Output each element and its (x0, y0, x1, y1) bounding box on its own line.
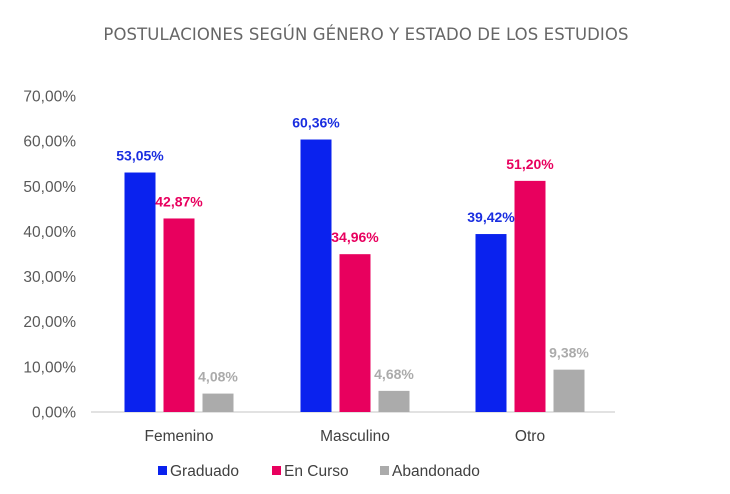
bar-en-curso-masculino (339, 254, 371, 412)
bars: 53,05% 42,87% 4,08% 60,36% 34,96% 4,68% 39,42%… (116, 115, 589, 413)
data-label: 53,05% (116, 148, 164, 164)
legend-label: Abandonado (392, 463, 480, 480)
y-tick-label: 10,00% (23, 359, 76, 376)
data-label: 42,87% (155, 193, 203, 209)
data-label: 51,20% (506, 156, 554, 172)
data-label: 4,68% (374, 366, 414, 382)
chart-title: POSTULACIONES SEGÚN GÉNERO Y ESTADO DE L… (103, 25, 628, 44)
data-label: 60,36% (292, 115, 340, 131)
y-tick-label: 70,00% (23, 89, 76, 106)
legend-label: Graduado (170, 463, 239, 480)
y-axis: 0,00% 10,00% 20,00% 30,00% 40,00% 50,00% 60,00… (23, 89, 76, 422)
bar-en-curso-otro (514, 180, 546, 412)
x-tick-label: Masculino (320, 428, 390, 445)
y-tick-label: 60,00% (23, 134, 76, 151)
bar-en-curso-femenino (163, 218, 195, 412)
legend-swatch-en-curso (272, 466, 281, 475)
legend-swatch-graduado (158, 466, 167, 475)
y-tick-label: 50,00% (23, 179, 76, 196)
bar-abandonado-otro (553, 369, 585, 412)
legend-swatch-abandonado (380, 466, 389, 475)
x-axis: Femenino Masculino Otro (145, 428, 546, 445)
x-tick-label: Femenino (145, 428, 214, 445)
bar-abandonado-femenino (202, 393, 234, 412)
bar-graduado-femenino (124, 172, 156, 412)
legend-label: En Curso (284, 463, 349, 480)
y-tick-label: 40,00% (23, 224, 76, 241)
x-tick-label: Otro (515, 428, 545, 445)
y-tick-label: 20,00% (23, 314, 76, 331)
bar-graduado-masculino (300, 139, 332, 413)
data-label: 4,08% (198, 369, 238, 385)
bar-abandonado-masculino (378, 390, 410, 412)
data-label: 39,42% (467, 209, 515, 225)
y-tick-label: 0,00% (32, 405, 76, 422)
legend: Graduado En Curso Abandonado (158, 463, 480, 480)
data-label: 34,96% (331, 229, 379, 245)
data-label: 9,38% (549, 345, 589, 361)
y-tick-label: 30,00% (23, 269, 76, 286)
bar-graduado-otro (475, 234, 507, 412)
